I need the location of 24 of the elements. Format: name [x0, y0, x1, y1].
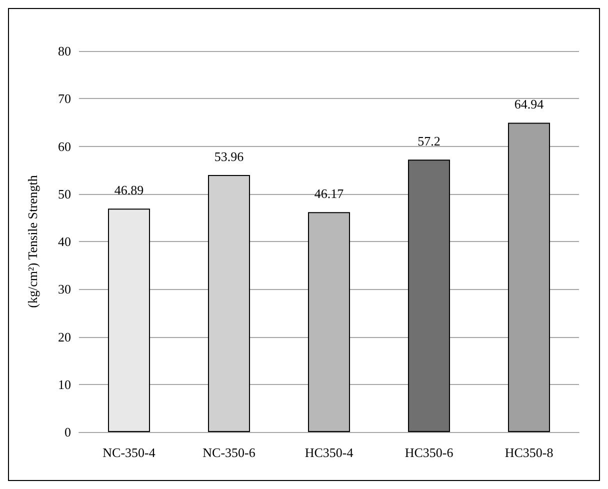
data-label: 46.17 — [314, 186, 344, 202]
bar — [108, 208, 150, 432]
data-label: 57.2 — [418, 134, 440, 149]
x-tick-label: NC-350-6 — [202, 445, 256, 460]
y-tick-label: 50 — [58, 186, 71, 202]
y-tick-label: 10 — [58, 376, 71, 392]
data-label: 53.96 — [214, 149, 244, 164]
y-tick-label: 0 — [64, 424, 71, 440]
x-tick-label: NC-350-4 — [102, 445, 156, 460]
y-axis-title: (kg/cm²) Tensile Strength — [25, 174, 40, 308]
y-tick-label: 70 — [58, 91, 71, 106]
x-tick-label: HC350-4 — [304, 445, 354, 460]
y-tick-label: 80 — [58, 44, 71, 58]
data-label: 46.89 — [114, 182, 144, 198]
y-tick-label: 30 — [58, 282, 71, 297]
y-tick-label: 60 — [58, 138, 71, 154]
x-tick-label: HC350-6 — [404, 445, 454, 460]
bar — [208, 175, 250, 432]
data-label: 64.94 — [514, 96, 544, 112]
bar — [408, 160, 450, 432]
y-tick-label: 20 — [58, 329, 71, 344]
bar — [308, 212, 350, 432]
y-tick-label: 40 — [58, 234, 71, 249]
x-tick-label: HC350-8 — [504, 445, 554, 460]
